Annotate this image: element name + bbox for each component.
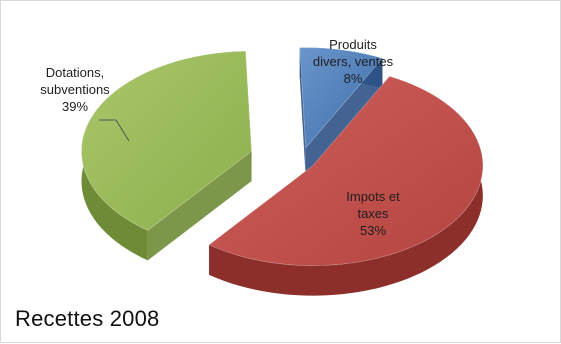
pie-slice-1 [208, 75, 484, 266]
pie-slice-2 [81, 50, 252, 231]
slice-percent-label-0: 8% [344, 71, 363, 86]
leader-line [99, 119, 130, 142]
slice-name-label-0: divers, ventes [313, 54, 394, 69]
chart-title: Recettes 2008 [15, 306, 160, 331]
slice-name-label-0: Produits [329, 37, 377, 52]
pie-slice-wall-0-0 [299, 47, 306, 178]
pie-slice-side-1 [209, 76, 483, 296]
slice-name-label-2: subventions [40, 82, 110, 97]
slice-name-label-2: Dotations, [46, 65, 105, 80]
pie-slice-wall-0-1 [305, 58, 383, 178]
slice-percent-label-1: 53% [360, 223, 386, 238]
slice-name-label-1: taxes [357, 206, 389, 221]
pie-slice-wall-2-0 [147, 151, 252, 261]
slice-percent-label-2: 39% [62, 99, 88, 114]
pie-slice-0 [299, 47, 384, 149]
slice-name-label-1: Impots et [346, 189, 400, 204]
